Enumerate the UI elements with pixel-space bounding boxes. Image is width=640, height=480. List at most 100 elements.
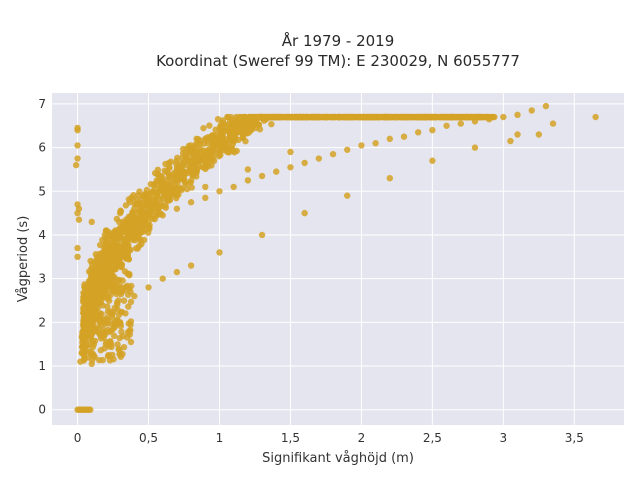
scatter-point [196, 163, 203, 170]
scatter-point [535, 131, 543, 138]
scatter-point [118, 288, 125, 296]
scatter-point [102, 276, 110, 283]
scatter-point [166, 195, 173, 203]
scatter-point [114, 341, 121, 348]
scatter-point [129, 195, 137, 203]
scatter-point [189, 171, 196, 179]
scatter-point [98, 310, 105, 318]
scatter-point [234, 124, 241, 132]
scatter-point [400, 133, 408, 140]
scatter-point [429, 157, 436, 164]
scatter-point [93, 327, 100, 335]
scatter-point [174, 154, 181, 161]
scatter-point [349, 113, 356, 121]
scatter-point [310, 113, 317, 121]
scatter-point [99, 290, 106, 297]
scatter-point [82, 343, 89, 350]
scatter-point [317, 113, 325, 121]
scatter-point [104, 295, 111, 302]
scatter-point [414, 129, 422, 136]
scatter-point [161, 192, 169, 199]
scatter-point [209, 133, 216, 140]
scatter-point [514, 111, 521, 119]
chart-title-line-2: Koordinat (Sweref 99 TM): E 230029, N 60… [156, 52, 520, 70]
scatter-point [138, 240, 145, 248]
scatter-point [275, 113, 282, 121]
scatter-point [507, 137, 514, 145]
scatter-point [74, 209, 81, 217]
scatter-point [189, 148, 197, 155]
scatter-point [323, 113, 330, 121]
scatter-point [87, 269, 95, 277]
scatter-point [115, 311, 123, 318]
scatter-point [134, 245, 141, 252]
scatter-point [116, 334, 123, 342]
scatter-point [116, 218, 123, 226]
scatter-point [88, 218, 95, 226]
scatter-point [105, 286, 113, 294]
scatter-point [182, 151, 189, 158]
scatter-point [471, 118, 479, 125]
scatter-point [125, 255, 132, 263]
scatter-point [542, 102, 550, 110]
scatter-point [110, 332, 118, 340]
scatter-point [382, 113, 390, 121]
scatter-point [144, 209, 151, 216]
x-tick-label: 0 [74, 431, 82, 445]
scatter-point [116, 209, 124, 217]
scatter-point [549, 120, 557, 127]
scatter-point [592, 113, 599, 121]
scatter-point [226, 144, 234, 151]
y-tick-label: 6 [38, 141, 46, 155]
scatter-point [150, 186, 158, 194]
scatter-point [202, 194, 209, 202]
scatter-point [102, 227, 110, 234]
scatter-point [125, 303, 132, 310]
scatter-point [397, 113, 405, 121]
plot-area [52, 93, 624, 425]
scatter-point [88, 306, 95, 313]
scatter-point [201, 163, 208, 171]
scatter-point [169, 184, 176, 191]
scatter-point [258, 172, 266, 180]
scatter-point [116, 244, 124, 252]
scatter-point [136, 219, 143, 227]
scatter-point [109, 326, 116, 333]
scatter-point [151, 169, 159, 177]
y-tick-label: 5 [38, 184, 46, 198]
scatter-point [188, 184, 195, 191]
scatter-point [102, 340, 110, 348]
scatter-point [416, 113, 424, 121]
scatter-point [258, 231, 266, 239]
x-axis-label: Signifikant våghöjd (m) [262, 451, 414, 466]
scatter-point [120, 224, 127, 232]
scatter-point [99, 236, 106, 244]
scatter-point [80, 310, 88, 318]
scatter-point [244, 177, 252, 184]
scatter-point [241, 124, 248, 132]
scatter-point [122, 250, 129, 258]
scatter-point [105, 260, 112, 267]
scatter-point [140, 193, 147, 200]
y-tick-label: 3 [38, 272, 46, 286]
scatter-point [127, 321, 134, 329]
scatter-point [256, 126, 264, 133]
scatter-point [421, 113, 429, 121]
scatter-point [242, 138, 249, 145]
scatter-point [192, 141, 199, 148]
scatter-point [74, 244, 81, 252]
scatter-point [240, 113, 247, 121]
scatter-point [264, 113, 271, 121]
scatter-point [74, 142, 81, 149]
scatter-point [227, 134, 234, 141]
scatter-point [229, 129, 236, 136]
scatter-point [160, 180, 167, 187]
scatter-point [187, 262, 195, 269]
scatter-point [304, 113, 311, 121]
scatter-point [202, 183, 209, 191]
scatter-point [124, 329, 132, 336]
scatter-point [137, 202, 145, 209]
scatter-point [109, 253, 117, 261]
x-tick-label: 1,5 [281, 431, 300, 445]
